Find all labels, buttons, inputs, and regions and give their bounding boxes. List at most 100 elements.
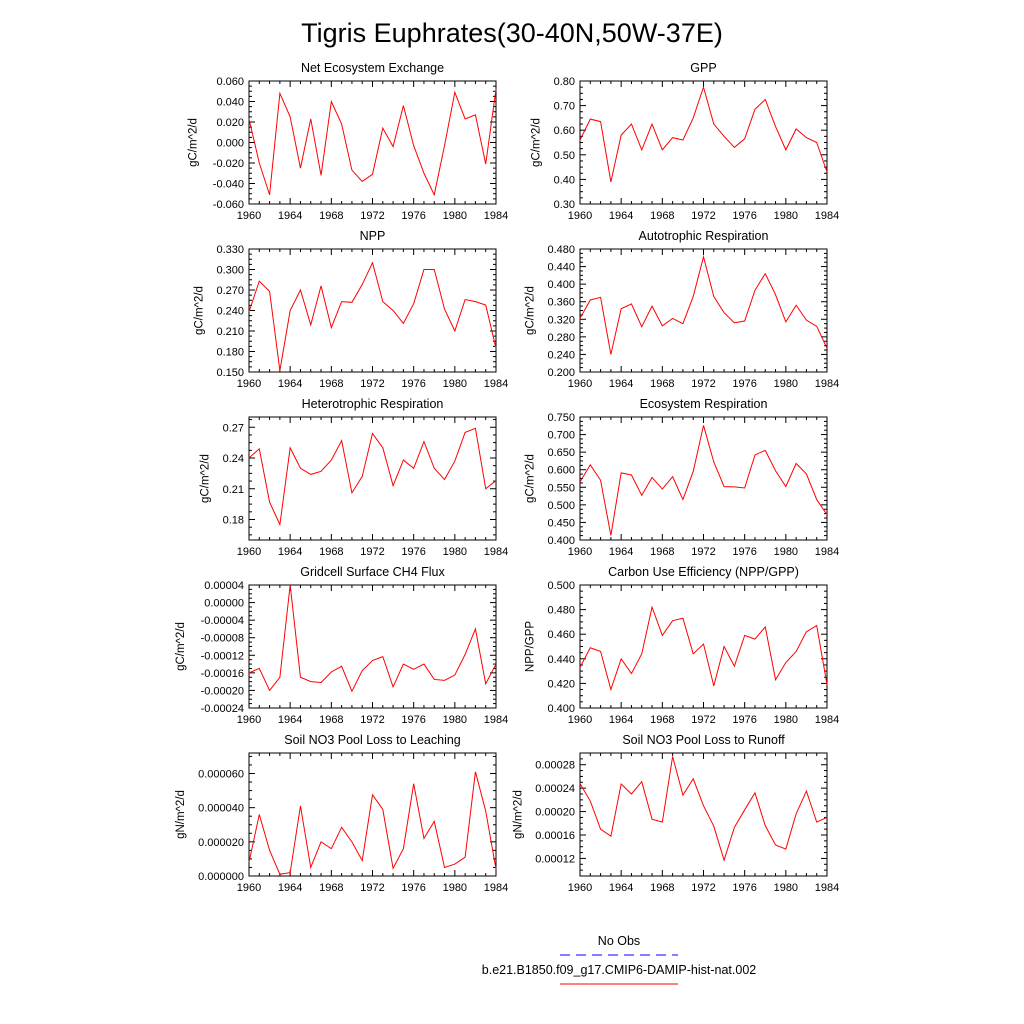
- chart-panel: Ecosystem Respiration 1960 1964 1968 1972 197…: [525, 397, 840, 558]
- panel-title: GPP: [690, 61, 716, 75]
- y-tick-label: 0.060: [216, 76, 244, 88]
- y-tick-label: 0.000040: [198, 803, 244, 815]
- x-tick-label: 1960: [568, 714, 592, 726]
- panel-title: Soil NO3 Pool Loss to Runoff: [622, 733, 785, 747]
- plot-frame: [248, 80, 497, 205]
- x-tick-label: 1972: [691, 714, 715, 726]
- x-tick-label: 1968: [319, 882, 343, 894]
- series-line: [579, 756, 828, 862]
- series-line: [579, 85, 828, 182]
- y-axis-label: gC/m^2/d: [187, 118, 199, 167]
- x-tick-label: 1976: [401, 378, 425, 390]
- x-tick-label: 1984: [484, 714, 508, 726]
- series-line: [248, 427, 497, 527]
- y-tick-label: 0.18: [223, 515, 244, 527]
- y-axis-label: gC/m^2/d: [525, 286, 537, 335]
- x-tick-label: 1984: [484, 378, 508, 390]
- x-tick-label: 1984: [484, 882, 508, 894]
- y-tick-label: 0.040: [216, 97, 244, 109]
- y-tick-label: 0.000020: [198, 837, 244, 849]
- x-tick-label: 1972: [360, 210, 384, 222]
- x-tick-label: 1984: [815, 546, 839, 558]
- y-axis-label: gC/m^2/d: [200, 454, 212, 503]
- x-tick-label: 1984: [484, 546, 508, 558]
- y-tick-label: -0.00012: [201, 650, 244, 662]
- x-tick-label: 1960: [568, 210, 592, 222]
- y-tick-label: 0.700: [547, 430, 575, 442]
- x-tick-label: 1968: [650, 210, 674, 222]
- x-tick-label: 1960: [568, 546, 592, 558]
- x-tick-label: 1980: [774, 714, 798, 726]
- x-tick-label: 1968: [650, 378, 674, 390]
- y-tick-label: 0.70: [554, 101, 575, 113]
- y-tick-label: -0.00004: [201, 615, 244, 627]
- y-tick-label: 0.300: [216, 265, 244, 277]
- y-tick-label: 0.280: [547, 332, 575, 344]
- series-line: [248, 261, 497, 371]
- x-tick-label: 1968: [650, 714, 674, 726]
- x-tick-label: 1968: [319, 378, 343, 390]
- y-axis-label: gC/m^2/d: [175, 622, 187, 671]
- y-tick-label: 0.480: [547, 244, 575, 256]
- chart-panel: Autotrophic Respiration 1960 1964 1968 1972 1…: [525, 229, 840, 390]
- x-tick-label: 1984: [815, 714, 839, 726]
- y-tick-label: 0.00016: [535, 830, 575, 842]
- x-tick-label: 1960: [237, 714, 261, 726]
- y-tick-label: 0.420: [547, 678, 575, 690]
- chart-panel: Heterotrophic Respiration 1960 1964 1968 197…: [200, 397, 509, 558]
- y-tick-label: 0.27: [223, 422, 244, 434]
- panel-title: Heterotrophic Respiration: [302, 397, 444, 411]
- chart-panel: Soil NO3 Pool Loss to Leaching 1960 1964 19…: [175, 733, 508, 894]
- x-tick-label: 1976: [401, 882, 425, 894]
- x-tick-label: 1964: [609, 378, 633, 390]
- y-tick-label: 0.650: [547, 447, 575, 459]
- y-tick-label: -0.00024: [201, 703, 244, 715]
- y-tick-label: 0.180: [216, 347, 244, 359]
- series-line: [248, 584, 497, 693]
- chart-panel: Carbon Use Efficiency (NPP/GPP) 1960 1964 1…: [525, 565, 840, 726]
- y-tick-label: 0.00024: [535, 783, 575, 795]
- x-tick-label: 1980: [443, 210, 467, 222]
- y-tick-label: 0.440: [547, 262, 575, 274]
- y-tick-label: 0.440: [547, 654, 575, 666]
- y-tick-label: -0.00016: [201, 668, 244, 680]
- plot-frame: [248, 248, 497, 373]
- y-tick-label: 0.00000: [204, 598, 244, 610]
- x-tick-label: 1984: [484, 210, 508, 222]
- x-tick-label: 1964: [278, 714, 302, 726]
- x-tick-label: 1980: [443, 378, 467, 390]
- x-tick-label: 1968: [650, 546, 674, 558]
- x-tick-label: 1960: [237, 882, 261, 894]
- x-tick-label: 1964: [609, 714, 633, 726]
- legend: No Obs b.e21.B1850.f09_g17.CMIP6-DAMIP-h…: [482, 934, 756, 985]
- x-tick-label: 1960: [568, 378, 592, 390]
- y-axis-label: gC/m^2/d: [194, 286, 206, 335]
- y-tick-label: -0.020: [213, 158, 244, 170]
- panel-title: Net Ecosystem Exchange: [301, 61, 444, 75]
- y-tick-label: 0.240: [547, 349, 575, 361]
- x-tick-label: 1964: [278, 546, 302, 558]
- y-tick-label: 0.24: [223, 453, 244, 465]
- plot-frame: [579, 248, 828, 373]
- x-tick-label: 1984: [815, 210, 839, 222]
- y-tick-label: 0.270: [216, 285, 244, 297]
- x-tick-label: 1968: [650, 882, 674, 894]
- y-axis-label: gN/m^2/d: [175, 790, 187, 839]
- series-line: [579, 605, 828, 692]
- y-tick-label: 0.450: [547, 517, 575, 529]
- x-tick-label: 1980: [443, 714, 467, 726]
- y-tick-label: -0.00008: [201, 633, 244, 645]
- y-tick-label: 0.210: [216, 326, 244, 338]
- y-tick-label: 0.00028: [535, 760, 575, 772]
- y-tick-label: 0.320: [547, 314, 575, 326]
- y-tick-label: 0.600: [547, 465, 575, 477]
- x-tick-label: 1964: [609, 546, 633, 558]
- x-tick-label: 1960: [237, 210, 261, 222]
- y-tick-label: 0.40: [554, 174, 575, 186]
- x-tick-label: 1980: [443, 546, 467, 558]
- panel-title: Carbon Use Efficiency (NPP/GPP): [608, 565, 799, 579]
- x-tick-label: 1976: [401, 546, 425, 558]
- y-tick-label: 0.480: [547, 605, 575, 617]
- x-tick-label: 1968: [319, 714, 343, 726]
- x-tick-label: 1968: [319, 546, 343, 558]
